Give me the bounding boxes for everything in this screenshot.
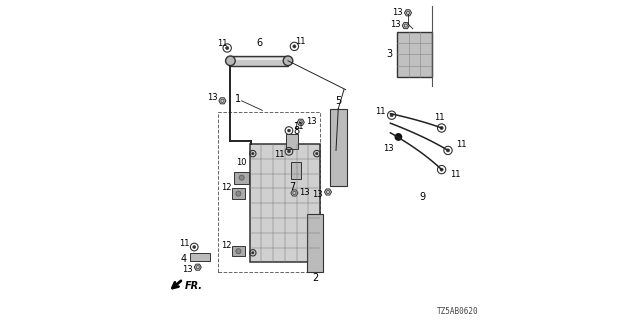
Text: 3: 3 bbox=[386, 49, 392, 60]
Circle shape bbox=[193, 245, 196, 249]
Bar bbox=[218, 112, 320, 272]
Circle shape bbox=[283, 56, 293, 66]
Circle shape bbox=[236, 249, 241, 254]
Bar bbox=[232, 188, 245, 199]
Circle shape bbox=[239, 175, 244, 180]
Circle shape bbox=[287, 150, 291, 153]
Text: 2: 2 bbox=[312, 273, 318, 284]
Text: 6: 6 bbox=[256, 38, 262, 48]
Bar bbox=[230, 56, 288, 66]
Text: 1: 1 bbox=[236, 94, 241, 104]
Bar bbox=[287, 134, 298, 149]
Circle shape bbox=[252, 152, 254, 155]
Text: 7: 7 bbox=[289, 182, 295, 192]
Text: 10: 10 bbox=[236, 158, 247, 167]
Text: 9: 9 bbox=[419, 192, 426, 202]
Text: 11: 11 bbox=[456, 140, 467, 149]
Polygon shape bbox=[297, 119, 305, 125]
Bar bbox=[232, 58, 287, 60]
Text: 13: 13 bbox=[300, 188, 310, 197]
Text: 11: 11 bbox=[376, 107, 386, 116]
Text: 11: 11 bbox=[217, 39, 228, 48]
Polygon shape bbox=[404, 10, 412, 16]
Text: 13: 13 bbox=[392, 8, 403, 17]
Text: 13: 13 bbox=[312, 190, 323, 199]
Bar bbox=[307, 214, 323, 272]
Circle shape bbox=[293, 45, 296, 48]
Text: 8: 8 bbox=[293, 126, 300, 136]
Text: 5: 5 bbox=[335, 96, 342, 106]
Polygon shape bbox=[324, 189, 332, 195]
Polygon shape bbox=[291, 190, 298, 196]
Circle shape bbox=[390, 114, 393, 117]
Bar bbox=[191, 253, 210, 261]
Text: TZ5AB0620: TZ5AB0620 bbox=[436, 307, 479, 316]
Bar bbox=[232, 246, 245, 257]
Circle shape bbox=[252, 252, 254, 254]
Text: 13: 13 bbox=[182, 265, 193, 274]
Circle shape bbox=[440, 168, 443, 171]
Text: 13: 13 bbox=[306, 117, 316, 126]
Circle shape bbox=[447, 149, 449, 152]
Text: 12: 12 bbox=[221, 241, 232, 250]
Text: 11: 11 bbox=[434, 113, 444, 122]
Bar bbox=[234, 172, 249, 184]
Text: 4: 4 bbox=[180, 253, 186, 264]
Bar bbox=[330, 109, 348, 186]
Text: 13: 13 bbox=[207, 93, 218, 102]
Text: 13: 13 bbox=[383, 144, 394, 153]
Polygon shape bbox=[219, 98, 226, 104]
Text: 11: 11 bbox=[179, 239, 189, 248]
Text: 11: 11 bbox=[274, 150, 284, 159]
Text: 13: 13 bbox=[390, 20, 401, 29]
Circle shape bbox=[236, 191, 241, 196]
Circle shape bbox=[226, 56, 236, 66]
Circle shape bbox=[440, 126, 443, 130]
Text: 11: 11 bbox=[293, 122, 303, 131]
Polygon shape bbox=[403, 22, 410, 29]
Bar bbox=[291, 162, 301, 179]
Circle shape bbox=[316, 152, 318, 155]
Bar bbox=[397, 32, 432, 77]
Circle shape bbox=[316, 252, 318, 254]
Circle shape bbox=[226, 46, 228, 50]
Bar bbox=[250, 144, 320, 262]
Circle shape bbox=[287, 129, 291, 132]
Polygon shape bbox=[195, 264, 201, 270]
Text: 12: 12 bbox=[221, 183, 232, 192]
Text: FR.: FR. bbox=[185, 281, 203, 291]
Circle shape bbox=[396, 134, 402, 140]
Text: 11: 11 bbox=[450, 170, 460, 179]
Text: 11: 11 bbox=[296, 37, 306, 46]
